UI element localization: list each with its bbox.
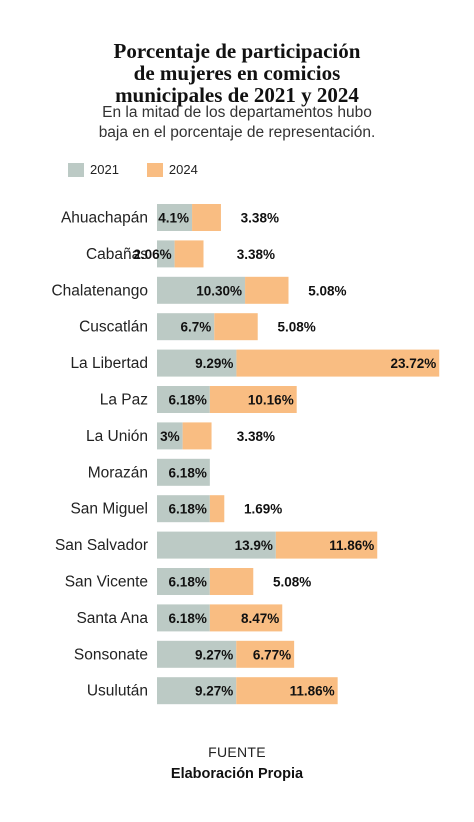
bar-2024 bbox=[209, 495, 225, 523]
bar-2024 bbox=[236, 677, 338, 705]
source-label: FUENTE bbox=[208, 744, 266, 760]
data-label-2024: 3.38% bbox=[237, 247, 275, 262]
data-label-2024: 3.38% bbox=[237, 429, 275, 444]
data-label-2024: 8.47% bbox=[241, 611, 279, 626]
bar-2024 bbox=[236, 349, 440, 377]
subtitle-line: En la mitad de los departamentos hubo bbox=[102, 104, 372, 121]
legend-swatch-2024 bbox=[146, 162, 163, 177]
bar-2021 bbox=[157, 422, 183, 450]
category-label: Usulután bbox=[87, 683, 148, 700]
category-label: Santa Ana bbox=[76, 610, 148, 627]
legend-label-2021: 2021 bbox=[90, 162, 119, 177]
bar-2021 bbox=[157, 204, 193, 231]
bar-2021 bbox=[157, 313, 215, 341]
bar-2024 bbox=[182, 422, 212, 450]
data-label-2021: 3% bbox=[160, 429, 180, 444]
category-label: San Miguel bbox=[70, 501, 148, 518]
data-label-2021: 2.06% bbox=[133, 247, 171, 262]
data-label-2024: 5.08% bbox=[273, 575, 311, 590]
data-label-2021: 6.18% bbox=[169, 611, 207, 626]
data-label-2021: 10.30% bbox=[196, 283, 242, 298]
bar-2024 bbox=[174, 240, 204, 268]
data-label-2021: 6.7% bbox=[181, 320, 212, 335]
bar-2024 bbox=[192, 204, 221, 231]
legend-item-2021: 2021 bbox=[68, 162, 119, 177]
data-label-2021: 6.18% bbox=[169, 502, 207, 517]
category-label: Ahuachapán bbox=[61, 210, 148, 227]
bar-2021 bbox=[157, 276, 246, 304]
data-label-2024: 5.08% bbox=[308, 283, 346, 298]
bar-2021 bbox=[157, 531, 276, 559]
category-label: Cuscatlán bbox=[79, 319, 148, 336]
title-line: Porcentaje de participación bbox=[113, 39, 361, 63]
category-label: Chalatenango bbox=[51, 282, 148, 299]
bar-2021 bbox=[157, 458, 210, 486]
bar-2024 bbox=[245, 276, 289, 304]
bar-2021 bbox=[157, 640, 237, 668]
bar-2021 bbox=[157, 677, 237, 705]
bar-2021 bbox=[157, 386, 210, 413]
data-label-2021: 6.18% bbox=[169, 465, 207, 480]
bar-2024 bbox=[209, 604, 283, 632]
legend: 2021 2024 bbox=[68, 162, 226, 177]
data-label-2024: 11.86% bbox=[290, 684, 335, 699]
bar-2021 bbox=[157, 495, 210, 523]
data-label-2024: 1.69% bbox=[244, 502, 282, 517]
chart-subtitle: En la mitad de los departamentos hubo ba… bbox=[0, 103, 474, 143]
data-label-2024: 6.77% bbox=[253, 647, 291, 662]
bar-2024 bbox=[214, 313, 258, 341]
data-label-2021: 4.1% bbox=[158, 211, 189, 226]
bar-2021 bbox=[157, 568, 210, 595]
category-label: San Vicente bbox=[65, 574, 148, 591]
legend-swatch-2021 bbox=[68, 162, 84, 177]
title-line: de mujeres en comicios bbox=[133, 61, 341, 85]
source-value: Elaboración Propia bbox=[170, 766, 304, 782]
category-label: San Salvador bbox=[55, 537, 148, 554]
chart-title: Porcentaje de participación de mujeres e… bbox=[0, 40, 474, 106]
category-label: Cabañas bbox=[86, 246, 148, 263]
data-label-2024: 5.08% bbox=[277, 320, 315, 335]
category-label: Morazán bbox=[88, 464, 148, 481]
data-label-2024: 10.16% bbox=[248, 393, 294, 408]
category-label: La Unión bbox=[86, 428, 148, 445]
category-label: La Paz bbox=[100, 392, 148, 409]
data-label-2021: 6.18% bbox=[169, 575, 207, 590]
bar-2024 bbox=[209, 568, 254, 595]
bar-2021 bbox=[157, 240, 175, 268]
category-label: Sonsonate bbox=[74, 646, 148, 663]
legend-label-2024: 2024 bbox=[168, 162, 198, 177]
data-label-2021: 13.9% bbox=[235, 538, 273, 553]
data-label-2021: 9.27% bbox=[195, 684, 233, 699]
data-label-2021: 9.27% bbox=[195, 647, 233, 662]
legend-item-2024: 2024 bbox=[146, 162, 198, 177]
data-label-2024: 23.72% bbox=[390, 356, 436, 371]
data-label-2021: 9.29% bbox=[195, 356, 233, 371]
subtitle-line: baja en el porcentaje de representación. bbox=[98, 124, 376, 141]
bar-2024 bbox=[275, 531, 378, 559]
data-label-2024: 3.38% bbox=[241, 211, 279, 226]
data-label-2021: 6.18% bbox=[169, 393, 207, 408]
bar-2021 bbox=[157, 604, 210, 632]
data-label-2024: 11.86% bbox=[329, 538, 374, 553]
bar-2024 bbox=[236, 640, 295, 668]
title-line: municipales de 2021 y 2024 bbox=[115, 83, 359, 107]
bar-2024 bbox=[209, 386, 297, 413]
category-label: La Libertad bbox=[70, 355, 148, 372]
bar-2021 bbox=[157, 349, 237, 377]
